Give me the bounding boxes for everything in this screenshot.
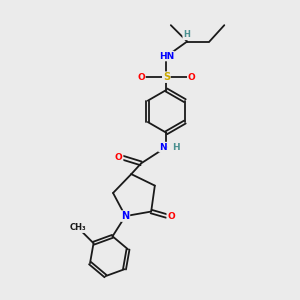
- Text: O: O: [167, 212, 175, 220]
- Text: S: S: [163, 72, 170, 82]
- Text: O: O: [188, 73, 196, 82]
- Text: H: H: [172, 142, 180, 152]
- Text: CH₃: CH₃: [69, 223, 86, 232]
- Text: HN: HN: [159, 52, 174, 61]
- Text: O: O: [115, 153, 123, 162]
- Text: O: O: [137, 73, 145, 82]
- Text: N: N: [159, 142, 166, 152]
- Text: H: H: [183, 31, 190, 40]
- Text: N: N: [121, 211, 129, 221]
